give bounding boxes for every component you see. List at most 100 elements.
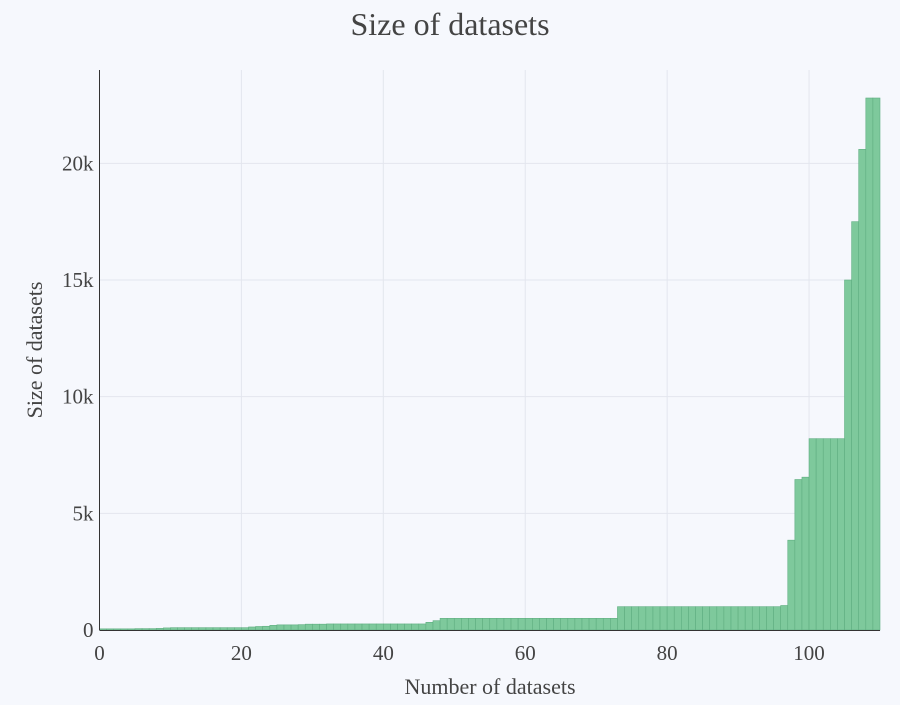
bar: [489, 618, 498, 631]
bar: [461, 618, 469, 631]
bar: [333, 623, 342, 631]
bar: [106, 628, 114, 631]
chart-title: Size of datasets: [350, 6, 549, 42]
x-tick-label: 80: [657, 641, 678, 665]
bar: [411, 623, 420, 631]
bar: [510, 618, 519, 631]
bar: [177, 627, 185, 631]
x-tick-label: 100: [793, 641, 825, 665]
bar: [404, 623, 413, 631]
bar: [475, 618, 483, 631]
bar: [340, 623, 349, 631]
bar: [546, 618, 554, 631]
bar: [830, 438, 838, 631]
bar: [468, 618, 476, 631]
bar: [212, 627, 221, 631]
bar: [148, 628, 157, 631]
tick-layer: 0 20 40 60 80 100 0 5k 10k 15k 20k: [62, 151, 825, 665]
bar: [482, 618, 491, 631]
bar: [865, 97, 874, 631]
bar: [503, 618, 512, 631]
bar: [163, 627, 171, 631]
bar: [610, 618, 618, 631]
bar: [390, 623, 398, 631]
bar: [198, 627, 207, 631]
bar: [673, 606, 682, 631]
bar: [120, 628, 129, 631]
bar: [858, 149, 867, 631]
bar: [425, 621, 434, 631]
bar: [297, 624, 306, 631]
bar: [326, 623, 334, 631]
bar: [241, 627, 249, 631]
bar: [688, 606, 696, 631]
bar: [248, 626, 256, 631]
y-tick-label: 10k: [62, 385, 94, 409]
bar: [666, 606, 675, 631]
bar: [815, 438, 824, 631]
y-tick-label: 15k: [62, 268, 94, 292]
bar: [645, 606, 654, 631]
bar: [432, 620, 441, 631]
bar: [567, 618, 576, 631]
bar: [304, 623, 313, 631]
bar: [744, 606, 753, 631]
bar: [709, 606, 718, 631]
x-axis-label: Number of datasets: [404, 674, 575, 699]
bar: [844, 279, 852, 631]
bar: [801, 476, 810, 631]
x-tick-label: 40: [373, 641, 394, 665]
bar: [716, 606, 725, 631]
bar: [574, 618, 583, 631]
bar-layer: [99, 97, 881, 631]
bar: [723, 606, 732, 631]
bar: [319, 623, 327, 631]
bar: [588, 618, 597, 631]
bar: [681, 606, 689, 631]
bar: [446, 618, 455, 631]
bar: [539, 618, 547, 631]
bar: [730, 606, 739, 631]
bar: [312, 623, 320, 631]
y-tick-label: 5k: [73, 501, 95, 525]
bar: [517, 618, 526, 631]
x-tick-label: 20: [231, 641, 252, 665]
bar: [553, 618, 562, 631]
bar: [99, 628, 107, 631]
bar: [361, 623, 370, 631]
bar: [638, 606, 647, 631]
x-tick-label: 60: [515, 641, 536, 665]
y-tick-label: 0: [83, 618, 94, 642]
bar: [269, 625, 278, 631]
bar: [695, 606, 703, 631]
bar: [262, 625, 271, 631]
bar: [496, 618, 505, 631]
bar: [659, 606, 668, 631]
bar: [766, 606, 774, 631]
bar: [751, 606, 760, 631]
bar: [113, 628, 122, 631]
bar: [737, 606, 746, 631]
bar: [560, 618, 569, 631]
bar: [524, 618, 533, 631]
bar: [375, 623, 384, 631]
bar: [837, 438, 845, 631]
bar: [226, 627, 235, 631]
bar: [652, 606, 661, 631]
bar: [418, 623, 427, 631]
grid-layer: [99, 70, 880, 630]
y-axis-label: Size of datasets: [22, 282, 47, 419]
bar: [439, 618, 448, 631]
bar: [780, 605, 789, 631]
bar: [595, 618, 604, 631]
y-tick-label: 20k: [62, 151, 94, 175]
bar: [354, 623, 363, 631]
bar: [759, 606, 767, 631]
bar: [219, 627, 228, 631]
bar: [773, 606, 781, 631]
bar: [631, 606, 640, 631]
bar: [234, 627, 242, 631]
bar: [155, 628, 164, 631]
